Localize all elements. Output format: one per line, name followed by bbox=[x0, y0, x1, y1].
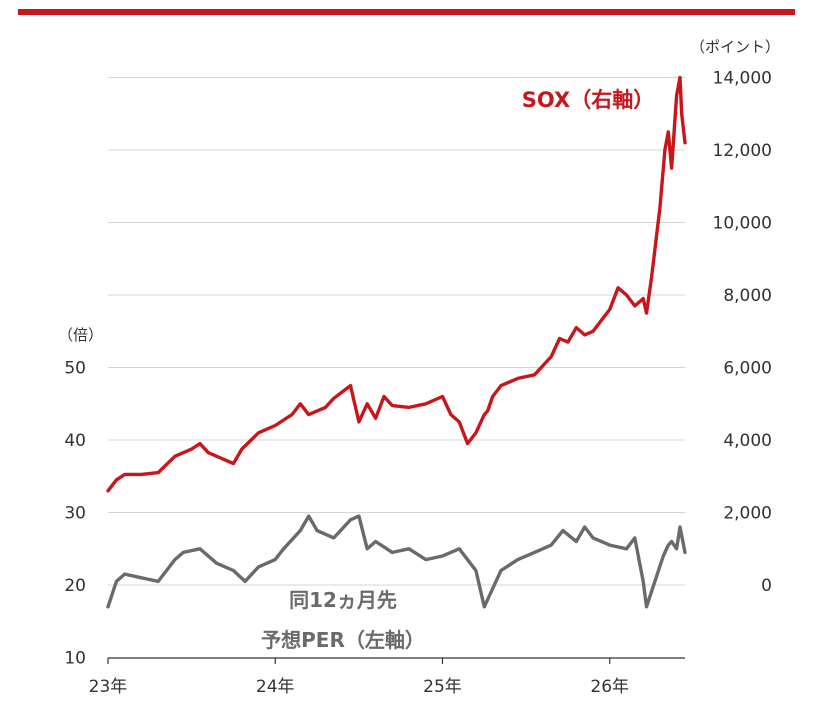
right-tick-label-7: 14,000 bbox=[713, 69, 772, 89]
left-tick-label-3: 40 bbox=[64, 431, 86, 451]
per-series-label-line1: 同12ヵ月先 bbox=[289, 588, 397, 612]
right-axis-unit: （ポイント） bbox=[690, 38, 780, 56]
series-line-1 bbox=[106, 514, 687, 609]
axes: 23年 24年 25年 26年 10 20 30 40 50 （倍） 0 2,000 4,000 6,00… bbox=[58, 38, 780, 697]
x-tick-label-0: 23年 bbox=[89, 677, 128, 697]
x-tick-label-1: 24年 bbox=[256, 677, 295, 697]
right-tick-label-0: 0 bbox=[761, 576, 772, 596]
left-axis-unit: （倍） bbox=[58, 326, 103, 344]
x-tick-label-2: 25年 bbox=[423, 677, 462, 697]
right-tick-label-3: 6,000 bbox=[723, 359, 772, 379]
right-tick-label-2: 4,000 bbox=[723, 431, 772, 451]
right-tick-label-4: 8,000 bbox=[723, 286, 772, 306]
sox-series-label: SOX（右軸） bbox=[522, 88, 654, 112]
left-tick-label-1: 20 bbox=[64, 576, 86, 596]
per-series-label-line2: 予想PER（左軸） bbox=[261, 628, 425, 652]
top-accent-bar bbox=[18, 9, 795, 15]
series-lines bbox=[106, 75, 687, 609]
right-tick-label-5: 10,000 bbox=[713, 214, 772, 234]
right-tick-label-6: 12,000 bbox=[713, 141, 772, 161]
x-tick-label-3: 26年 bbox=[590, 677, 629, 697]
left-tick-label-2: 30 bbox=[64, 504, 86, 524]
gridlines bbox=[108, 77, 685, 659]
series-line-0 bbox=[106, 75, 687, 493]
left-tick-label-4: 50 bbox=[64, 359, 86, 379]
left-tick-label-0: 10 bbox=[64, 649, 86, 669]
right-tick-label-1: 2,000 bbox=[723, 504, 772, 524]
